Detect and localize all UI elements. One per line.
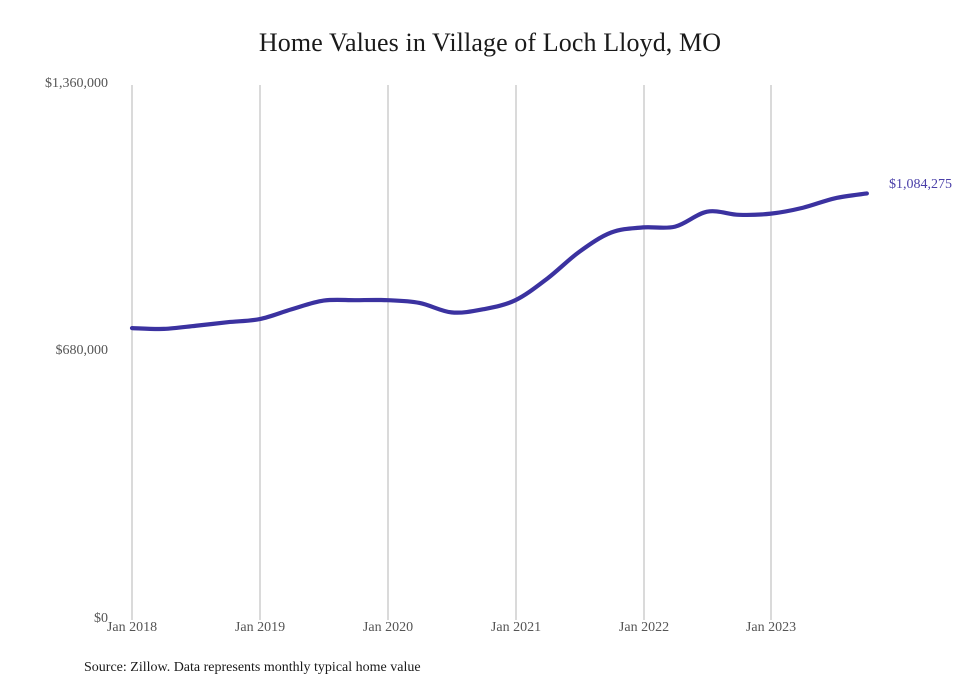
gridlines-group	[131, 85, 772, 620]
data-line-typical-home-value	[129, 191, 869, 332]
source-note: Source: Zillow. Data represents monthly …	[84, 660, 421, 675]
page-title: Home Values in Village of Loch Lloyd, MO	[258, 28, 722, 57]
